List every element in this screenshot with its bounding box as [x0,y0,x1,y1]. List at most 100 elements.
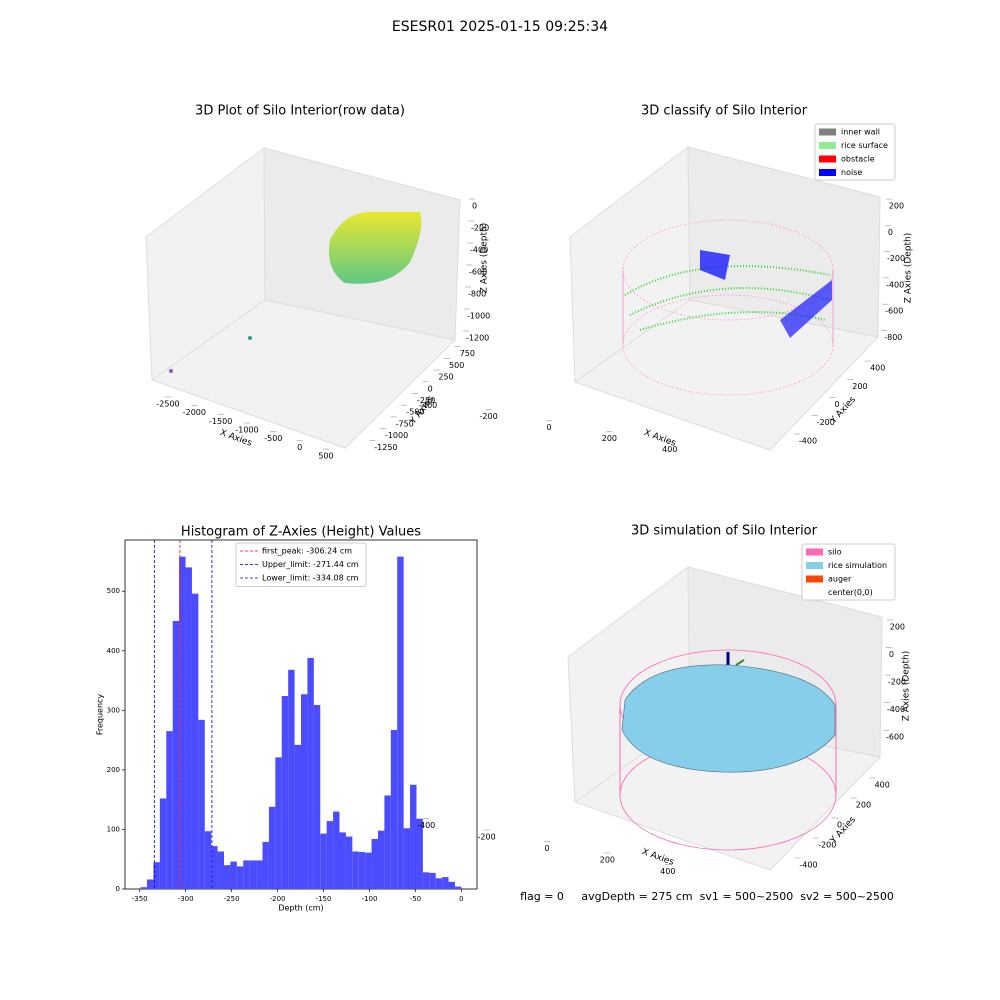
y-tick-label: 0 [428,384,433,393]
bar [352,851,359,889]
z-tick-label: 200 [889,202,904,211]
legend-label: silo [828,548,842,557]
bar [454,886,462,889]
legend-label: rice simulation [828,561,887,570]
x-tick-label: 200 [602,434,617,443]
legend-label: noise [841,168,862,177]
y-tick-label: -1250 [374,443,397,452]
bar [358,852,366,889]
x-tick-label: -50 [410,895,421,903]
legend-swatch [806,575,823,583]
x-tick-label: -200 [270,895,286,903]
z-tick-label: -400 [470,246,488,255]
y-tick-label: 400 [875,781,890,790]
bar [172,620,180,889]
status-text: flag = 0 avgDepth = 275 cm sv1 = 500~250… [520,890,894,903]
x-tick-label: -500 [264,434,282,443]
legend-label: first_peak: -306.24 cm [262,547,352,556]
z-axis-label: Z Axies (Depth) [902,651,912,722]
z-tick-label: 200 [890,622,905,631]
bar [243,860,250,889]
bar [198,719,205,889]
figure-title: ESESR01 2025-01-15 09:25:34 [392,19,608,35]
bar [320,833,327,889]
bar [307,657,314,889]
z-tick-label: 0 [472,202,477,211]
bar [397,556,404,889]
y-tick-label: -1000 [385,431,408,440]
z-tick-label: -600 [885,307,903,316]
chart-title: 3D Plot of Silo Interior(row data) [195,104,405,119]
classified-cloud [622,219,834,396]
bar [333,811,340,889]
legend-label: center(0,0) [828,588,873,597]
x-tick-label: 0 [297,443,302,452]
z-tick-label: -200 [887,254,905,263]
legend-swatch [806,562,823,569]
bar [345,836,353,889]
z-tick-label: -1000 [467,312,490,321]
chart-title: 3D classify of Silo Interior [641,104,808,119]
bar [416,818,423,889]
z-axis-label: Z Axies (Depth) [904,233,914,304]
legend-swatch [819,142,836,149]
z-tick-label: -400 [887,705,905,714]
bar [301,694,308,889]
y-tick-label: 500 [107,587,120,595]
y-tick-label: -400 [799,861,817,870]
x-tick-label: -400 [419,401,437,410]
legend-swatch [806,589,823,596]
bar [268,806,276,889]
x-tick-label: 400 [662,445,677,454]
y-axis-label: Frequency [96,694,105,736]
y-tick-label: -500 [406,408,424,417]
x-tick-label: 0 [459,895,463,903]
legend-swatch [819,128,836,136]
bar [236,866,244,889]
y-tick-label: -200 [817,418,835,427]
y-tick-label: -250 [417,396,435,405]
bar [153,862,160,889]
bar [429,872,436,889]
bar [230,861,237,889]
point-cloud-1 [169,211,422,373]
bar [185,567,192,889]
chart-title: Histogram of Z-Axies (Height) Values [181,525,421,540]
legend-label: rice surface [841,141,888,150]
bar [211,846,218,889]
z-tick-label: -800 [884,333,902,342]
x-axis-label: Depth (cm) [278,904,323,913]
bar [224,865,231,889]
y-axis-label: Y Axies [828,815,858,847]
bar [140,887,148,889]
y-tick-label: 100 [107,825,120,833]
bar [179,556,186,889]
chart-title: 3D simulation of Silo Interior [631,524,818,539]
x-tick-label: 200 [600,855,615,864]
y-tick-label: 0 [116,885,120,893]
bar [159,798,167,889]
bar [313,704,321,889]
x-tick-label: -150 [316,895,332,903]
z-tick-label: -400 [886,280,904,289]
panes-1 [145,147,461,449]
bar [147,879,154,889]
bar [384,795,391,889]
bar [410,784,417,889]
bar [191,593,199,889]
z-tick-label: 0 [888,228,893,237]
x-tick-label: -2000 [183,408,206,417]
y-tick-label: -750 [396,419,414,428]
z-tick-label: -600 [886,733,904,742]
legend-swatch [806,548,823,556]
y-tick-label: 400 [870,364,885,373]
y-tick-label: 200 [856,801,871,810]
x-tick-label: -1500 [209,417,232,426]
bar [448,881,455,889]
legend-label: inner wall [841,128,880,137]
y-tick-label: 250 [438,373,453,382]
bar [390,729,398,889]
bar [249,860,257,889]
y-tick-label: 300 [107,706,120,714]
